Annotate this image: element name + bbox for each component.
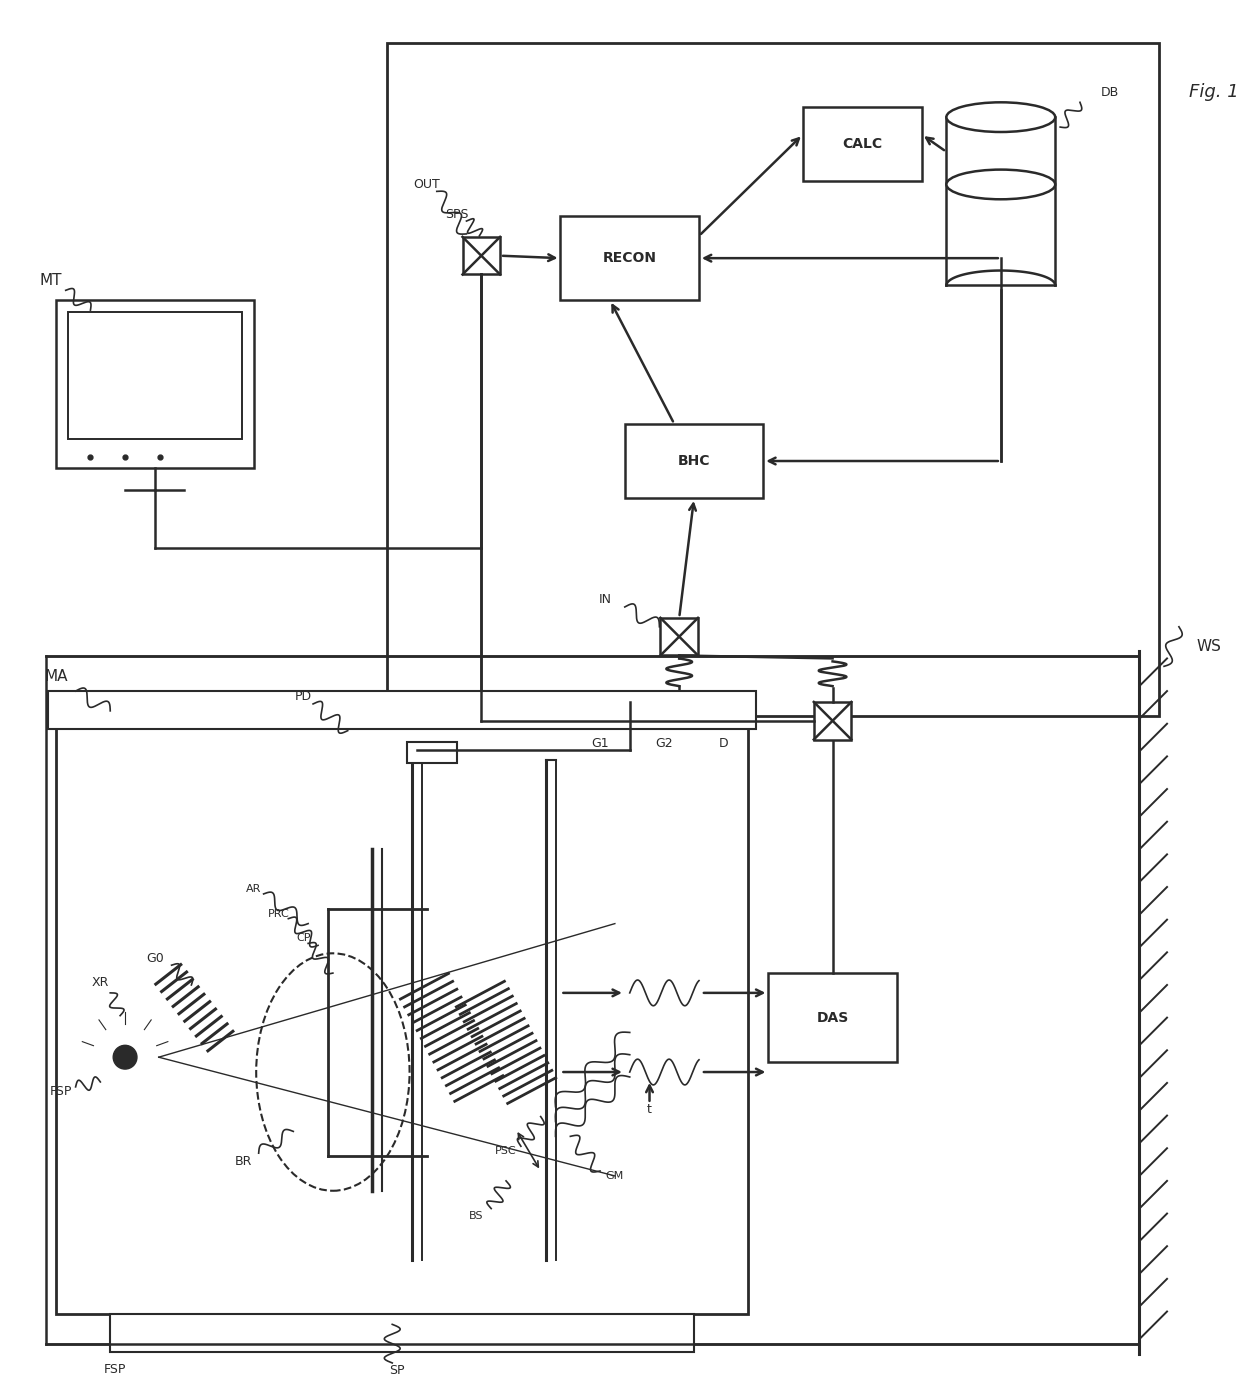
Text: CALC: CALC bbox=[842, 137, 883, 151]
Text: G0: G0 bbox=[146, 952, 164, 965]
Ellipse shape bbox=[946, 102, 1055, 133]
Text: XR: XR bbox=[92, 976, 109, 990]
Text: FSP: FSP bbox=[50, 1085, 72, 1099]
Text: FSP: FSP bbox=[104, 1364, 126, 1376]
Circle shape bbox=[113, 1046, 136, 1069]
Bar bbox=[407, 741, 456, 764]
Bar bbox=[110, 1315, 694, 1353]
Text: BS: BS bbox=[469, 1210, 484, 1220]
Bar bbox=[387, 43, 1159, 716]
Text: DB: DB bbox=[1101, 87, 1118, 99]
Text: PRC: PRC bbox=[268, 909, 289, 919]
Text: CP: CP bbox=[296, 934, 310, 944]
Text: WS: WS bbox=[1197, 639, 1221, 655]
Bar bbox=[802, 107, 921, 181]
Text: PSC: PSC bbox=[495, 1146, 517, 1156]
Text: GM: GM bbox=[606, 1171, 624, 1181]
Bar bbox=[625, 424, 764, 498]
Text: MA: MA bbox=[45, 669, 67, 684]
Bar bbox=[463, 237, 500, 275]
Text: OUT: OUT bbox=[413, 177, 440, 191]
Text: G1: G1 bbox=[591, 737, 609, 750]
Bar bbox=[48, 691, 756, 729]
Bar bbox=[56, 300, 254, 469]
Bar bbox=[56, 720, 749, 1315]
Text: PD: PD bbox=[295, 690, 311, 702]
Text: RECON: RECON bbox=[603, 251, 657, 265]
Text: t: t bbox=[647, 1103, 652, 1117]
Text: IN: IN bbox=[599, 592, 611, 606]
Ellipse shape bbox=[946, 169, 1055, 200]
Text: BR: BR bbox=[236, 1154, 253, 1167]
Text: DAS: DAS bbox=[816, 1011, 848, 1025]
Text: SPS: SPS bbox=[445, 208, 469, 221]
Bar bbox=[661, 618, 698, 656]
Bar bbox=[68, 313, 242, 438]
Bar bbox=[769, 973, 897, 1062]
Text: Fig. 1: Fig. 1 bbox=[1189, 84, 1239, 102]
Text: SP: SP bbox=[389, 1364, 405, 1378]
Bar bbox=[560, 216, 699, 300]
Text: D: D bbox=[719, 737, 729, 750]
Text: MT: MT bbox=[40, 274, 62, 288]
Text: G2: G2 bbox=[656, 737, 673, 750]
Text: AR: AR bbox=[246, 884, 262, 893]
Bar bbox=[661, 702, 698, 740]
Text: BHC: BHC bbox=[678, 454, 711, 468]
Bar bbox=[813, 702, 852, 740]
